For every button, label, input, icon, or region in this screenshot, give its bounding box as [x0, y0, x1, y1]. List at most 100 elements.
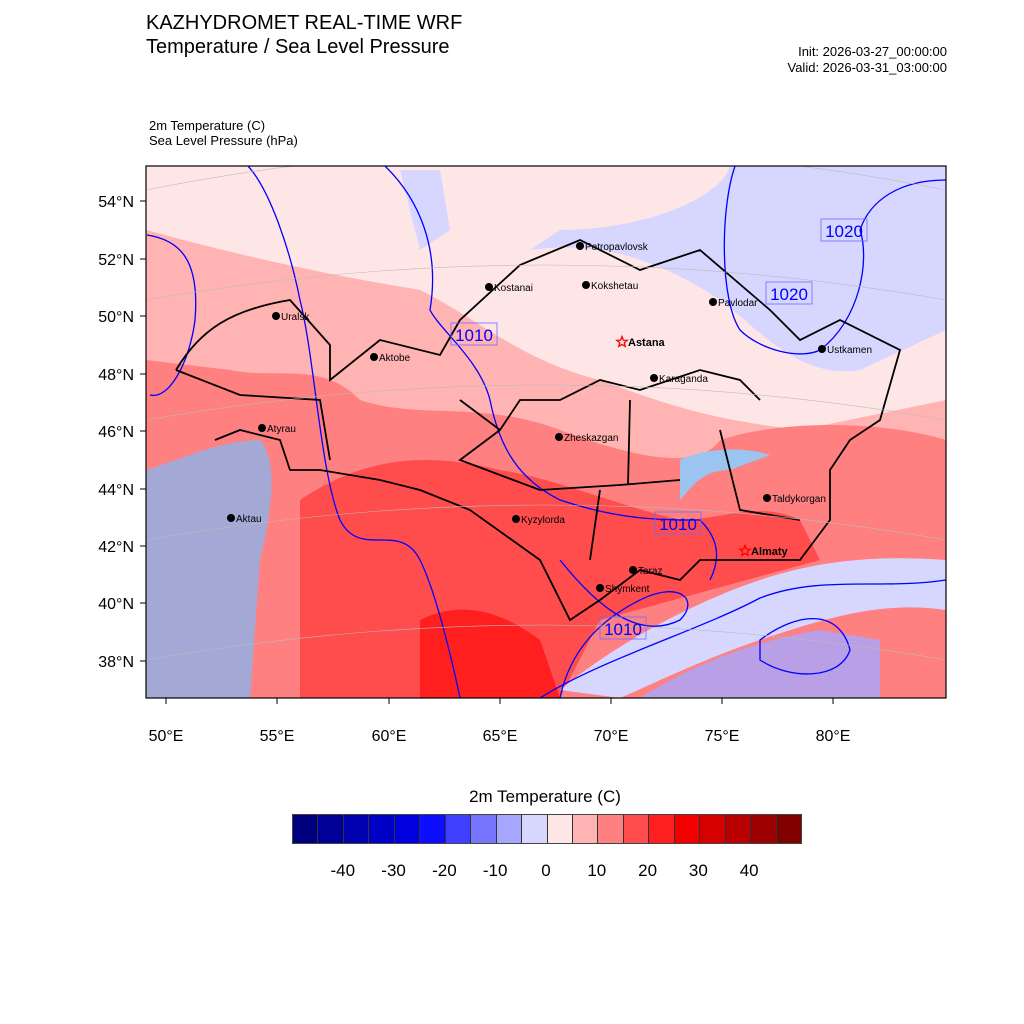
colorbar-label: 30 [688, 861, 708, 880]
city-label: Shymkent [605, 584, 650, 595]
lat-label: 50°N [98, 309, 134, 326]
field-label-pressure: Sea Level Pressure (hPa) [149, 133, 298, 148]
colorbar-label: -20 [432, 861, 457, 880]
city-markers: Uralsk Aktobe Atyrau Aktau Kostanai Kyzylorda… [227, 242, 872, 595]
colorbar-swatch [420, 815, 446, 843]
contour-label: 1020 [825, 222, 863, 241]
colorbar-swatch [522, 815, 548, 843]
city-dot-icon [709, 298, 717, 306]
city-dot-icon [596, 584, 604, 592]
lat-label: 40°N [98, 596, 134, 613]
city-label: Kokshetau [591, 281, 638, 292]
city-label: Ustkamen [827, 345, 872, 356]
lon-label: 60°E [372, 728, 407, 745]
field-label-temperature: 2m Temperature (C) [149, 118, 266, 133]
city-label: Petropavlovsk [585, 242, 649, 253]
colorbar-label: -30 [381, 861, 406, 880]
city-label: Taldykorgan [772, 494, 826, 505]
lon-label: 75°E [705, 728, 740, 745]
city-label: Pavlodar [718, 298, 758, 309]
colorbar-swatch [369, 815, 395, 843]
city-dot-icon [582, 281, 590, 289]
lat-label: 48°N [98, 367, 134, 384]
contour-label-box [599, 616, 647, 640]
colorbar-swatch [776, 815, 802, 843]
city-dot-icon [485, 283, 493, 291]
colorbar-title: 2m Temperature (C) [469, 787, 621, 806]
contour-label-box [654, 511, 702, 535]
lat-label: 54°N [98, 194, 134, 211]
city-dot-icon [576, 242, 584, 250]
city-label: Karaganda [659, 374, 708, 385]
colorbar-swatch [471, 815, 497, 843]
city-label: Uralsk [281, 312, 310, 323]
capital-label: Astana [628, 337, 666, 349]
colorbar-swatch [751, 815, 777, 843]
colorbar-swatch [394, 815, 421, 843]
chart-title: KAZHYDROMET REAL-TIME WRF [146, 12, 463, 34]
contour-label: 1020 [770, 285, 808, 304]
colorbar-swatch [572, 815, 599, 843]
contour-label: 1010 [659, 515, 697, 534]
colorbar-swatch [700, 815, 726, 843]
contour-label: 1010 [604, 620, 642, 639]
city-label: Aktau [236, 514, 262, 525]
valid-time: Valid: 2026-03-31_03:00:00 [787, 60, 948, 75]
contour-label-box [450, 322, 498, 346]
colorbar-label: -40 [330, 861, 356, 880]
city-dot-icon [370, 353, 378, 361]
colorbar-label: 0 [541, 861, 551, 880]
init-time: Init: 2026-03-27_00:00:00 [798, 44, 947, 59]
colorbar-swatch [598, 815, 624, 843]
lat-label: 52°N [98, 252, 134, 269]
city-dot-icon [227, 514, 235, 522]
colorbar-swatch [623, 815, 650, 843]
contour-labels: 1010 1020 1020 1010 1010 [450, 218, 868, 640]
city-dot-icon [629, 566, 637, 574]
city-dot-icon [555, 433, 563, 441]
colorbar-swatch [674, 815, 701, 843]
contour-label-box [765, 281, 813, 305]
colorbar-swatch [343, 815, 370, 843]
colorbar-swatch [547, 815, 573, 843]
contour-label-box [820, 218, 868, 242]
colorbar-swatch [293, 815, 319, 843]
chart-subtitle: Temperature / Sea Level Pressure [146, 36, 450, 58]
city-dot-icon [258, 424, 266, 432]
temperature-field [146, 166, 946, 698]
map-frame [145, 165, 947, 699]
city-dot-icon [763, 494, 771, 502]
admin-borders [175, 239, 902, 622]
lon-label: 80°E [816, 728, 851, 745]
city-label: Zheskazgan [564, 433, 618, 444]
lat-label: 38°N [98, 654, 134, 671]
colorbar-label: 40 [739, 861, 759, 880]
lon-label: 55°E [260, 728, 295, 745]
graticule [146, 166, 946, 661]
capital-star-icon [738, 543, 752, 557]
contour-label: 1010 [455, 326, 493, 345]
city-label: Taraz [638, 566, 662, 577]
city-dot-icon [818, 345, 826, 353]
lat-label: 46°N [98, 424, 134, 441]
colorbar-swatch [649, 815, 675, 843]
lon-label: 70°E [594, 728, 629, 745]
city-dot-icon [272, 312, 280, 320]
lon-axis: 50°E 55°E 60°E 65°E 70°E 75°E 80°E [149, 698, 851, 745]
capital-star-icon [615, 334, 629, 348]
lat-axis: 54°N 52°N 50°N 48°N 46°N 44°N 42°N 40°N 38°N [98, 194, 146, 671]
colorbar [292, 814, 802, 844]
lon-label: 50°E [149, 728, 184, 745]
colorbar-swatch [725, 815, 752, 843]
city-label: Kostanai [494, 283, 533, 294]
lon-label: 65°E [483, 728, 518, 745]
city-label: Kyzylorda [521, 515, 565, 526]
city-dot-icon [512, 515, 520, 523]
city-label: Aktobe [379, 353, 411, 364]
colorbar-label: 20 [638, 861, 658, 880]
colorbar-label: 10 [587, 861, 607, 880]
lat-label: 44°N [98, 482, 134, 499]
colorbar-swatch [318, 815, 344, 843]
city-dot-icon [650, 374, 658, 382]
